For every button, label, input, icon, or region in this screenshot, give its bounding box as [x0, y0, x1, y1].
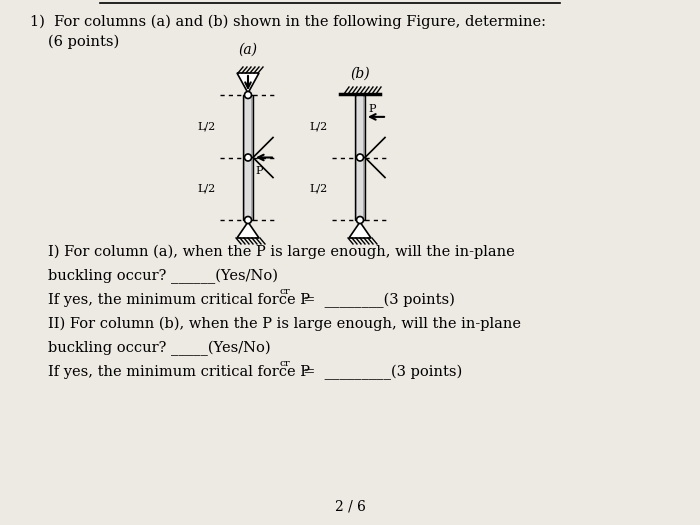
Polygon shape — [349, 222, 371, 238]
Text: 2 / 6: 2 / 6 — [335, 499, 365, 513]
Bar — [357, 95, 363, 220]
Text: L/2: L/2 — [197, 121, 216, 131]
Bar — [243, 95, 253, 220]
Bar — [355, 95, 365, 220]
Polygon shape — [237, 222, 259, 238]
Circle shape — [244, 91, 251, 99]
Text: buckling occur? ______(Yes/No): buckling occur? ______(Yes/No) — [48, 269, 278, 284]
Text: buckling occur? _____(Yes/No): buckling occur? _____(Yes/No) — [48, 341, 271, 356]
Text: L/2: L/2 — [309, 121, 328, 131]
Circle shape — [356, 154, 363, 161]
Text: (b): (b) — [350, 67, 370, 81]
Text: If yes, the minimum critical force P: If yes, the minimum critical force P — [48, 365, 310, 379]
Text: L/2: L/2 — [309, 184, 328, 194]
Circle shape — [244, 216, 251, 224]
Text: (6 points): (6 points) — [48, 35, 119, 49]
Text: L/2: L/2 — [197, 184, 216, 194]
Text: II) For column (b), when the P is large enough, will the in-plane: II) For column (b), when the P is large … — [48, 317, 521, 331]
Text: P: P — [255, 165, 262, 175]
Text: =  ________(3 points): = ________(3 points) — [294, 293, 455, 308]
Polygon shape — [237, 73, 259, 93]
Text: =  _________(3 points): = _________(3 points) — [294, 365, 462, 380]
Text: cr: cr — [280, 287, 290, 296]
Text: If yes, the minimum critical force P: If yes, the minimum critical force P — [48, 293, 310, 307]
Text: P: P — [368, 104, 375, 114]
Circle shape — [244, 154, 251, 161]
Bar — [245, 95, 251, 220]
Text: I) For column (a), when the P is large enough, will the in-plane: I) For column (a), when the P is large e… — [48, 245, 514, 259]
Text: 1)  For columns (a) and (b) shown in the following Figure, determine:: 1) For columns (a) and (b) shown in the … — [30, 15, 546, 29]
Text: (a): (a) — [239, 43, 258, 57]
Circle shape — [356, 216, 363, 224]
Text: cr: cr — [280, 359, 290, 368]
